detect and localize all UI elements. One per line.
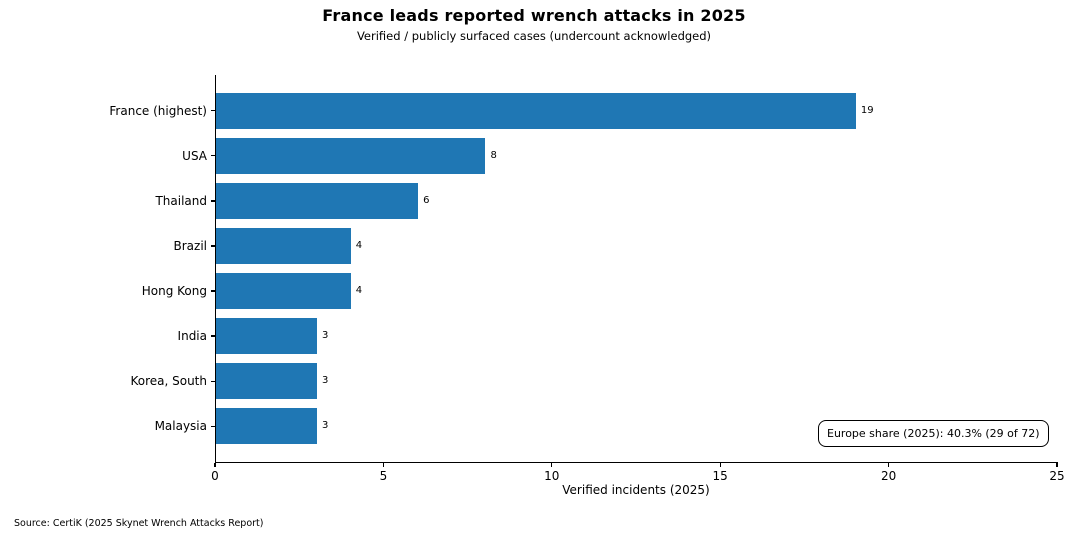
bar-value-label: 3 [322,375,329,387]
x-tick-mark [887,463,890,468]
x-axis-label: Verified incidents (2025) [562,483,710,497]
y-tick-mark [211,290,215,292]
europe-share-annotation-text: Europe share (2025): 40.3% (29 of 72) [827,427,1040,440]
x-tick-label: 20 [880,469,897,483]
plot-area: 19 8 6 4 4 3 3 3 [215,75,1058,463]
bar-hong-kong [216,273,351,310]
y-axis-category-label: India [177,329,207,344]
bar-value-label: 8 [490,149,497,161]
bar-value-label: 3 [322,420,329,432]
y-axis-category-label: USA [182,148,207,163]
y-tick-mark [211,335,215,337]
x-tick-mark [551,463,553,468]
y-tick-mark [211,380,215,382]
bar-india [216,318,318,355]
y-axis-category-label: Brazil [173,238,208,253]
y-tick-mark [211,109,215,112]
y-axis-category-label: Hong Kong [141,284,207,299]
y-tick-mark [211,245,215,247]
source-note: Source: CertiK (2025 Skynet Wrench Attac… [14,518,264,529]
x-tick-label: 15 [712,469,728,483]
x-tick-mark [382,463,385,468]
x-tick-label: 10 [544,469,560,483]
x-tick-label: 5 [379,469,388,483]
y-tick-mark [211,425,215,428]
x-tick-mark [1056,463,1058,468]
x-tick-mark [214,463,216,468]
bar-value-label: 4 [355,285,363,297]
bar-value-label: 19 [860,104,874,116]
y-tick-mark [211,155,215,157]
chart-subtitle: Verified / publicly surfaced cases (unde… [356,29,712,43]
bar-value-label: 6 [423,194,430,206]
y-axis-category-label: Korea, South [130,374,207,389]
bar-malaysia [216,408,318,445]
bar-value-label: 4 [355,239,363,251]
x-tick-mark [719,463,721,468]
bar-value-label: 3 [322,330,329,342]
europe-share-annotation: Europe share (2025): 40.3% (29 of 72) [818,420,1049,447]
x-tick-label: 25 [1049,469,1065,483]
y-axis-category-label: France (highest) [109,103,207,118]
y-axis-category-label: Malaysia [154,419,207,434]
bar-usa [216,137,486,174]
x-tick-label: 0 [211,469,219,483]
y-axis-category-label: Thailand [155,193,207,208]
bar-brazil [216,227,351,264]
bar-korea-south [216,363,318,400]
bar-thailand [216,182,419,219]
bar-france-highest [216,92,856,129]
chart-title: France leads reported wrench attacks in … [322,6,746,25]
y-tick-mark [211,200,215,202]
